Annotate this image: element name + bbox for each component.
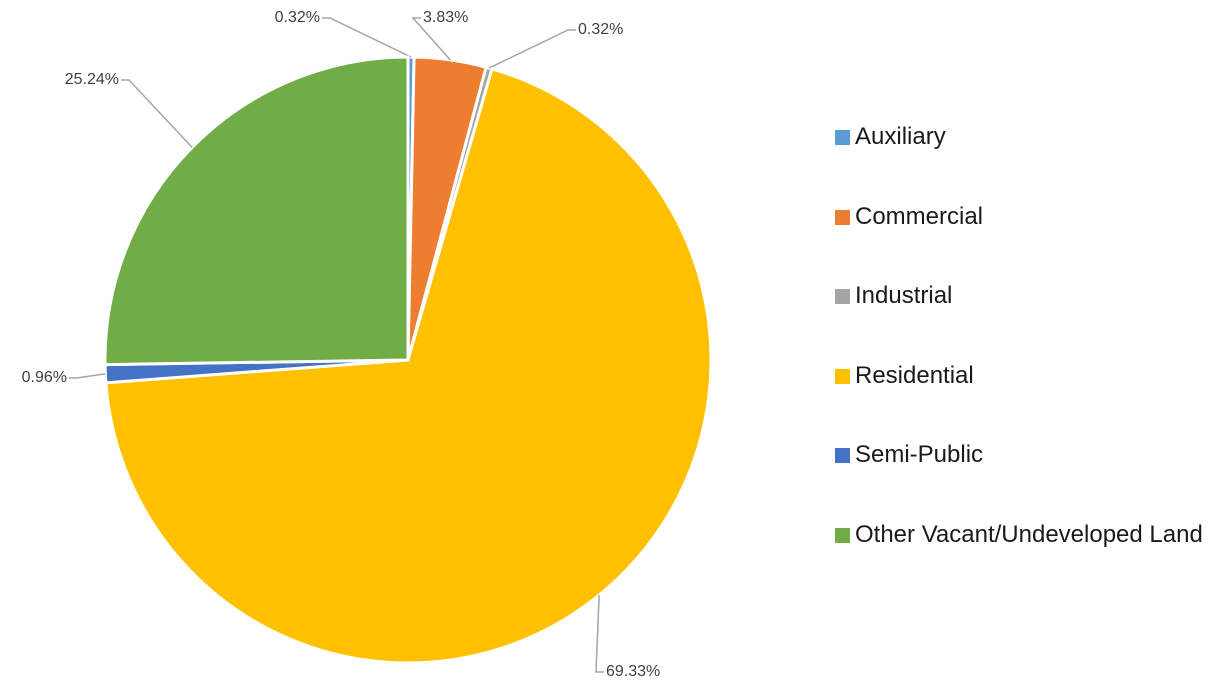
data-label: 0.32%	[578, 21, 623, 38]
legend: Auxiliary Commercial Industrial Residential…	[835, 122, 1210, 600]
data-label: 69.33%	[606, 663, 660, 680]
leader-line	[595, 595, 604, 673]
legend-swatch	[835, 209, 850, 225]
legend-swatch	[835, 130, 850, 145]
legend-item: Auxiliary	[835, 122, 1210, 202]
legend-swatch	[835, 289, 850, 305]
legend-item: Semi-Public	[835, 440, 1210, 520]
data-label: 0.96%	[22, 369, 67, 386]
legend-label: Commercial	[855, 202, 984, 230]
legend-item: Other Vacant/Undeveloped Land	[835, 520, 1210, 600]
legend-label: Auxiliary	[855, 123, 946, 150]
leader-line	[121, 79, 193, 148]
legend-label: Other Vacant/Undeveloped Land	[855, 520, 1203, 548]
legend-swatch	[835, 368, 850, 384]
legend-swatch	[835, 527, 850, 543]
legend-label: Industrial	[855, 282, 953, 310]
legend-item: Industrial	[835, 281, 1210, 361]
legend-label: Residential	[855, 361, 974, 389]
data-label: 3.83%	[423, 9, 468, 26]
leader-line	[322, 17, 412, 58]
legend-item: Commercial	[835, 202, 1210, 282]
legend-item: Residential	[835, 361, 1210, 441]
pie-slice	[104, 67, 713, 665]
leader-line	[69, 372, 106, 379]
data-label: 25.24%	[65, 71, 119, 88]
leader-line	[488, 29, 576, 69]
legend-swatch	[835, 448, 850, 464]
leader-line	[411, 17, 451, 61]
data-label: 0.32%	[275, 9, 320, 26]
legend-label: Semi-Public	[855, 441, 984, 469]
